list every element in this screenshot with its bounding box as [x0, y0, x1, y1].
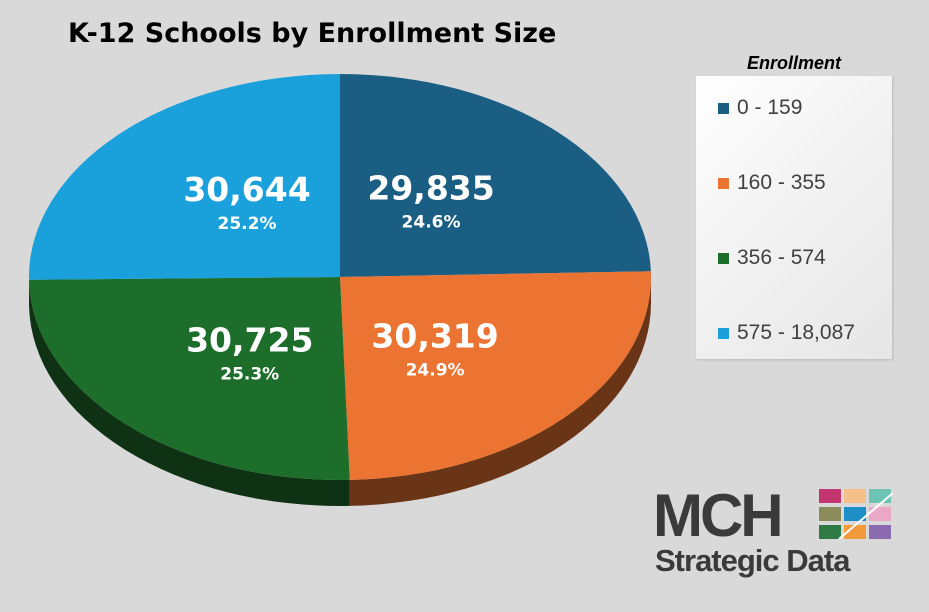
legend-item-3: 575 - 18,087: [718, 321, 855, 345]
chart-title: K-12 Schools by Enrollment Size: [68, 18, 557, 49]
legend-label-2: 356 - 574: [737, 246, 826, 269]
logo-tagline: Strategic Data: [655, 543, 850, 578]
legend-label-0: 0 - 159: [737, 96, 803, 119]
pie-slice-2: [29, 277, 350, 480]
pie-side-2: [29, 279, 350, 507]
legend-item-1: 160 - 355: [718, 171, 826, 195]
mch-logo: MCH Strategic Data: [653, 482, 903, 587]
pie-slice-1: [340, 271, 651, 480]
legend-item-2: 356 - 574: [718, 246, 826, 270]
legend-item-0: 0 - 159: [718, 96, 802, 120]
legend-label-1: 160 - 355: [737, 171, 826, 194]
slice-value-label-3: 30,644: [183, 170, 310, 209]
slice-value-label-2: 30,725: [186, 320, 313, 359]
slice-percent-label-0: 24.6%: [402, 212, 461, 232]
mosaic-grid-icon: [819, 489, 893, 539]
legend-swatch-1: [718, 177, 729, 189]
pie-slice-3: [28, 74, 340, 280]
legend-swatch-3: [718, 327, 729, 339]
legend-label-3: 575 - 18,087: [737, 321, 855, 344]
pie-side-1: [349, 277, 651, 506]
slice-value-label-1: 30,319: [371, 316, 498, 355]
pie-labels: 29,835 24.6% 30,319 24.9% 30,725 25.3% 30,644 2…: [183, 168, 498, 384]
slice-value-label-0: 29,835: [367, 168, 494, 207]
slice-percent-label-3: 25.2%: [218, 214, 277, 234]
legend-swatch-0: [718, 102, 729, 114]
slice-percent-label-2: 25.3%: [220, 364, 279, 384]
pie-depth: [29, 277, 651, 507]
slice-percent-label-1: 24.9%: [406, 360, 465, 380]
logo-wordmark: MCH: [653, 482, 784, 549]
legend-title: Enrollment: [746, 53, 841, 73]
pie-slices: [28, 74, 651, 480]
legend: 0 - 159 160 - 355 356 - 574 575 - 18,087: [696, 76, 892, 359]
legend-swatch-2: [718, 252, 729, 264]
pie-slice-0: [340, 74, 651, 277]
